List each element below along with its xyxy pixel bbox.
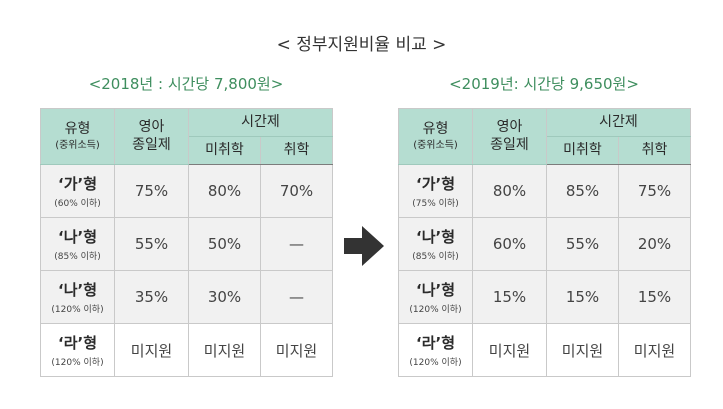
- left-subtitle: <2018년 : 시간당 7,800원>: [88, 75, 284, 93]
- page-title: < 정부지원비율 비교 >: [276, 35, 447, 55]
- header-fullday: 영아 종일제: [114, 108, 189, 165]
- enrolled-cell: —: [260, 270, 333, 324]
- not-enrolled-cell: 30%: [188, 270, 261, 324]
- not-enrolled-cell: 미지원: [188, 323, 261, 377]
- header-not-enrolled: 미취학: [188, 136, 261, 165]
- enrolled-cell: 75%: [618, 164, 691, 218]
- not-enrolled-cell: 80%: [188, 164, 261, 218]
- not-enrolled-cell: 55%: [546, 217, 619, 271]
- table-2018: 유형 (중위소득) 영아 종일제 시간제 미취학 취학 ‘가’형 (60% 이하…: [40, 108, 333, 377]
- table-row: ‘나’형 (120% 이하) 35% 30% —: [40, 270, 333, 324]
- type-cell: ‘라’형 (120% 이하): [40, 323, 115, 377]
- not-enrolled-cell: 85%: [546, 164, 619, 218]
- fullday-cell: 55%: [114, 217, 189, 271]
- fullday-cell: 60%: [472, 217, 547, 271]
- table-row: ‘라’형 (120% 이하) 미지원 미지원 미지원: [40, 323, 333, 377]
- not-enrolled-cell: 미지원: [546, 323, 619, 377]
- enrolled-cell: 미지원: [618, 323, 691, 377]
- header-parttime: 시간제: [546, 108, 691, 137]
- enrolled-cell: 70%: [260, 164, 333, 218]
- table-row: ‘나’형 (120% 이하) 15% 15% 15%: [398, 270, 691, 324]
- type-cell: ‘나’형 (85% 이하): [398, 217, 473, 271]
- not-enrolled-cell: 15%: [546, 270, 619, 324]
- fullday-cell: 80%: [472, 164, 547, 218]
- fullday-cell: 미지원: [114, 323, 189, 377]
- fullday-cell: 75%: [114, 164, 189, 218]
- right-subtitle: <2019년: 시간당 9,650원>: [449, 75, 639, 93]
- header-parttime: 시간제: [188, 108, 333, 137]
- header-enrolled: 취학: [260, 136, 333, 165]
- enrolled-cell: 미지원: [260, 323, 333, 377]
- type-cell: ‘나’형 (85% 이하): [40, 217, 115, 271]
- table-row: ‘나’형 (85% 이하) 55% 50% —: [40, 217, 333, 271]
- type-cell: ‘가’형 (60% 이하): [40, 164, 115, 218]
- header-enrolled: 취학: [618, 136, 691, 165]
- header-type: 유형 (중위소득): [398, 108, 473, 165]
- table-row: ‘라’형 (120% 이하) 미지원 미지원 미지원: [398, 323, 691, 377]
- table-row: ‘가’형 (60% 이하) 75% 80% 70%: [40, 164, 333, 218]
- arrow-right-icon: [344, 226, 384, 266]
- fullday-cell: 미지원: [472, 323, 547, 377]
- type-cell: ‘나’형 (120% 이하): [398, 270, 473, 324]
- table-2019: 유형 (중위소득) 영아 종일제 시간제 미취학 취학 ‘가’형 (75% 이하…: [398, 108, 691, 377]
- fullday-cell: 35%: [114, 270, 189, 324]
- enrolled-cell: 15%: [618, 270, 691, 324]
- type-cell: ‘가’형 (75% 이하): [398, 164, 473, 218]
- table-row: ‘나’형 (85% 이하) 60% 55% 20%: [398, 217, 691, 271]
- header-fullday: 영아 종일제: [472, 108, 547, 165]
- type-cell: ‘라’형 (120% 이하): [398, 323, 473, 377]
- not-enrolled-cell: 50%: [188, 217, 261, 271]
- fullday-cell: 15%: [472, 270, 547, 324]
- type-cell: ‘나’형 (120% 이하): [40, 270, 115, 324]
- header-not-enrolled: 미취학: [546, 136, 619, 165]
- enrolled-cell: —: [260, 217, 333, 271]
- table-row: ‘가’형 (75% 이하) 80% 85% 75%: [398, 164, 691, 218]
- enrolled-cell: 20%: [618, 217, 691, 271]
- header-type: 유형 (중위소득): [40, 108, 115, 165]
